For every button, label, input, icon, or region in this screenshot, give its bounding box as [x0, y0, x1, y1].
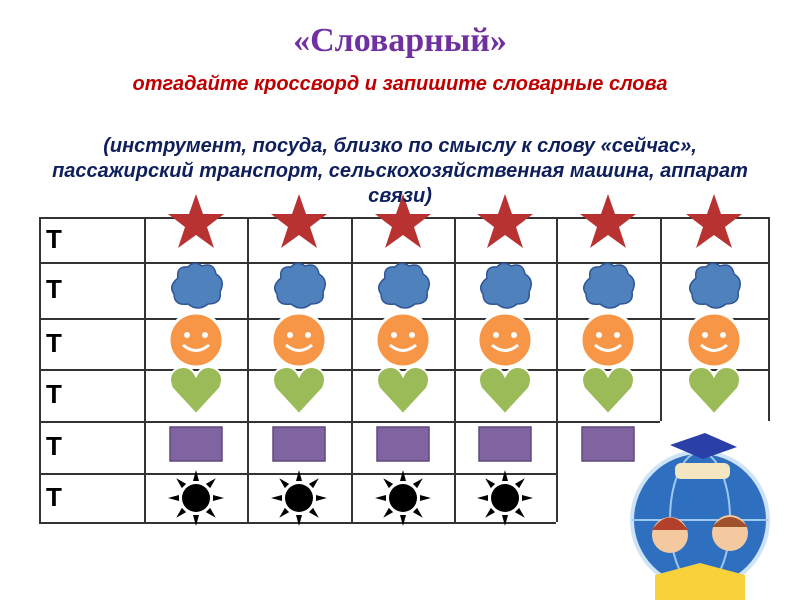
cloud-icon — [689, 262, 741, 309]
square-icon — [272, 426, 326, 462]
star-icon — [167, 193, 224, 248]
table-column-line — [556, 217, 558, 522]
smiley-icon — [167, 311, 224, 368]
star-icon — [477, 193, 533, 248]
row-letter: Т — [46, 431, 62, 461]
table-row-line — [39, 522, 556, 524]
square-icon — [375, 426, 430, 462]
cloud-icon — [170, 262, 223, 309]
smiley-icon — [685, 311, 743, 368]
row-letter: Т — [46, 481, 62, 512]
table-row-line — [39, 473, 556, 475]
sun-icon — [167, 469, 224, 526]
sun-icon — [271, 469, 327, 526]
cloud-icon — [274, 262, 326, 309]
heart-icon — [581, 366, 635, 416]
table-column-line — [144, 217, 146, 522]
star-icon — [271, 193, 327, 248]
smiley-icon — [579, 311, 637, 368]
row-letter: Т — [46, 223, 62, 254]
instruction-text: отгадайте кроссворд и запишите словарные… — [132, 73, 668, 95]
star-icon — [686, 193, 742, 248]
cloud-icon — [480, 262, 532, 309]
table-row-line — [39, 369, 768, 371]
heart-icon — [687, 366, 741, 416]
row-letter: Т — [46, 327, 62, 358]
table-column-line — [39, 217, 41, 522]
cloud-icon — [583, 262, 635, 309]
heart-icon — [375, 366, 430, 416]
table-column-line — [660, 217, 662, 421]
slide-title: «Словарный» — [293, 22, 507, 59]
heart-icon — [478, 366, 532, 416]
table-row-line — [39, 421, 660, 423]
table-column-line — [351, 217, 353, 522]
smiley-icon — [374, 311, 431, 368]
sun-icon — [374, 469, 431, 526]
cloud-icon — [377, 262, 430, 309]
row-letter: Т — [46, 379, 62, 409]
table-column-line — [768, 217, 770, 421]
smiley-icon — [476, 311, 534, 368]
table-column-line — [247, 217, 249, 522]
square-icon — [168, 426, 223, 462]
school-logo-icon — [630, 433, 770, 600]
square-icon — [581, 426, 635, 462]
heart-icon — [168, 366, 223, 416]
table-column-line — [454, 217, 456, 522]
square-icon — [478, 426, 532, 462]
smiley-icon — [270, 311, 328, 368]
heart-icon — [272, 366, 326, 416]
star-icon — [580, 193, 636, 248]
hints-text: (инструмент, посуда, близко по смыслу к … — [52, 135, 748, 207]
star-icon — [374, 193, 431, 248]
row-letter: Т — [46, 274, 62, 304]
sun-icon — [477, 469, 533, 526]
